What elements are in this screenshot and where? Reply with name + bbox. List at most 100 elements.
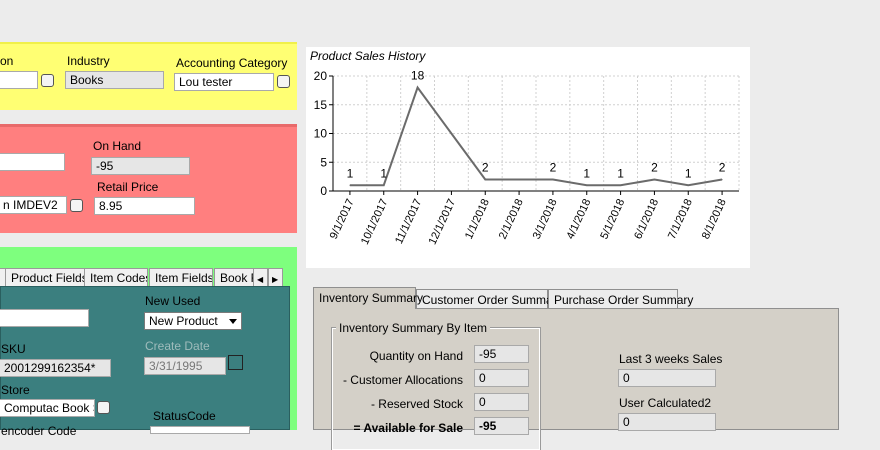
data-point: [383, 184, 385, 186]
new-used-select[interactable]: New Product: [144, 312, 242, 330]
tab-item-fields[interactable]: Item Fields: [149, 268, 213, 286]
user-calculated2-label: User Calculated2: [619, 396, 712, 410]
accounting-category-field[interactable]: Lou tester: [174, 73, 274, 91]
chevron-down-icon: [229, 319, 237, 324]
y-tick-label: 0: [320, 184, 327, 198]
group-title: Inventory Summary By Item: [336, 321, 491, 335]
customer-allocations-label: - Customer Allocations: [342, 373, 463, 387]
industry-field[interactable]: Books: [65, 71, 164, 89]
on-hand-field[interactable]: -95: [91, 157, 190, 175]
pricing-panel: On Hand -95 n IMDEV2 Retail Price 8.95: [0, 124, 297, 233]
create-date-field[interactable]: 3/31/1995: [144, 357, 226, 375]
tab-book-fields[interactable]: Book F: [214, 268, 254, 286]
accounting-category-label: Accounting Category: [176, 56, 288, 70]
data-point: [518, 179, 520, 180]
new-used-label: New Used: [145, 294, 201, 308]
x-tick-label: 6/1/2018: [632, 197, 661, 241]
sku-field[interactable]: 2001299162354*: [0, 359, 111, 377]
x-tick-label: 11/1/2017: [393, 197, 424, 246]
status-code-field[interactable]: [150, 426, 250, 434]
tab-customer-order-summary[interactable]: Customer Order Summary: [416, 289, 563, 309]
on-hand-label: On Hand: [93, 139, 142, 153]
store-label: Store: [1, 383, 30, 397]
data-point: [349, 184, 351, 186]
y-tick-label: 15: [314, 98, 328, 112]
tab-scroll-left-button[interactable]: ◀: [253, 268, 268, 286]
store-field[interactable]: Computac Book Sho: [0, 399, 95, 417]
quantity-on-hand-field[interactable]: -95: [474, 345, 529, 363]
inventory-summary-panel: Inventory Summary By Item Quantity on Ha…: [313, 308, 839, 450]
create-date-label: Create Date: [145, 339, 210, 353]
data-point: [552, 179, 554, 180]
user-calculated2-field[interactable]: 0: [618, 413, 716, 431]
data-point: [687, 184, 689, 186]
encoder-code-label: encoder Code: [1, 424, 77, 438]
status-code-label: StatusCode: [153, 409, 216, 423]
y-tick-label: 5: [320, 155, 327, 169]
quantity-on-hand-label: Quantity on Hand: [369, 349, 463, 363]
reserved-stock-label: - Reserved Stock: [370, 397, 463, 411]
last-3-weeks-sales-field[interactable]: 0: [618, 369, 716, 387]
location-field[interactable]: n IMDEV2: [0, 196, 67, 214]
chevron-left-icon: ◀: [257, 275, 264, 284]
x-tick-label: 9/1/2017: [328, 197, 357, 241]
new-used-value: New Product: [149, 314, 218, 328]
y-tick-label: 20: [314, 69, 328, 83]
customer-allocations-field[interactable]: 0: [474, 369, 529, 387]
data-label: 2: [719, 161, 726, 175]
series-line: [349, 85, 723, 187]
data-label: 1: [617, 166, 624, 180]
create-date-picker-button[interactable]: [228, 355, 243, 370]
data-label: 2: [482, 161, 489, 175]
reserved-stock-field[interactable]: 0: [474, 393, 529, 411]
data-label: 1: [347, 166, 354, 180]
partial-field-input[interactable]: [0, 71, 38, 89]
partial-input[interactable]: [0, 153, 65, 171]
data-label: 2: [651, 161, 658, 175]
retail-price-label: Retail Price: [97, 180, 159, 194]
chart-title: Product Sales History: [310, 49, 426, 63]
data-label: 1: [685, 166, 692, 180]
partial-field-lookup-button[interactable]: [41, 74, 54, 87]
store-lookup-button[interactable]: [97, 401, 110, 414]
x-tick-label: 10/1/2017: [359, 197, 391, 246]
available-for-sale-field[interactable]: -95: [474, 417, 529, 435]
tab-purchase-order-summary[interactable]: Purchase Order Summary: [548, 289, 693, 309]
x-tick-label: 7/1/2018: [666, 197, 695, 241]
available-for-sale-label: = Available for Sale: [353, 421, 464, 435]
data-label: 1: [380, 166, 387, 180]
sku-label: SKU: [1, 342, 26, 356]
partial-field-label: on: [0, 54, 14, 68]
tab-scroll-right-button[interactable]: ▶: [268, 268, 283, 286]
data-point: [620, 184, 622, 186]
x-tick-label: 3/1/2018: [531, 197, 560, 241]
x-tick-label: 4/1/2018: [564, 197, 593, 241]
product-sales-history-chart: Product Sales History 0 5 10 15 20 9/1/2017 10…: [306, 47, 750, 268]
data-label: 18: [411, 69, 425, 83]
x-tick-label: 12/1/2017: [427, 197, 459, 246]
last-3-weeks-sales-label: Last 3 weeks Sales: [619, 352, 723, 366]
chevron-right-icon: ▶: [272, 275, 279, 284]
x-tick-label: 1/1/2018: [463, 197, 492, 241]
data-point: [417, 87, 419, 88]
x-tick-label: 5/1/2018: [598, 197, 627, 241]
location-lookup-button[interactable]: [70, 199, 83, 212]
product-fields-tab-content: New Used New Product SKU 2001299162354* …: [0, 286, 290, 438]
data-point: [450, 133, 452, 134]
partial-input[interactable]: [0, 309, 89, 327]
data-point: [586, 184, 588, 186]
retail-price-field[interactable]: 8.95: [94, 197, 195, 215]
data-label: 2: [550, 161, 557, 175]
x-tick-label: 2/1/2018: [497, 197, 526, 241]
tab-inventory-summary[interactable]: Inventory Summary: [313, 287, 423, 309]
tab-item-codes[interactable]: Item Codes: [84, 268, 148, 286]
industry-label: Industry: [67, 54, 110, 68]
x-tick-label: 8/1/2018: [700, 197, 729, 241]
data-point: [721, 179, 723, 180]
tab-product-fields[interactable]: Product Fields: [5, 268, 85, 286]
accounting-category-lookup-button[interactable]: [277, 75, 290, 88]
y-tick-label: 10: [314, 127, 328, 141]
classification-panel: on Industry Books Accounting Category Lo…: [0, 42, 297, 110]
data-point: [653, 179, 655, 180]
data-label: 1: [583, 166, 590, 180]
